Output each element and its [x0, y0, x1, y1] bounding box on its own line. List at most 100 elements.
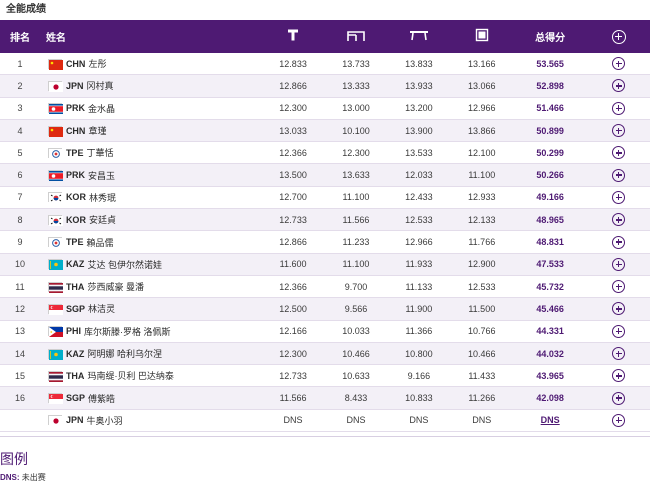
expand-row-button[interactable] — [587, 146, 650, 160]
apparatus-score: 11.133 — [405, 281, 433, 292]
apparatus-score: 11.500 — [468, 303, 496, 314]
athlete-cell: THA 莎西威豪 曼潘 — [40, 280, 262, 293]
athlete-name: 库尔斯滕·罗格 洛佩斯 — [83, 326, 171, 337]
apparatus-score: 10.833 — [405, 393, 433, 404]
expand-row-button[interactable] — [587, 168, 650, 182]
apparatus-score: 9.700 — [344, 281, 368, 292]
apparatus-score: 13.000 — [342, 103, 370, 114]
expand-row-button[interactable] — [587, 213, 650, 227]
athlete-cell: PRK 金水晶 — [40, 102, 262, 115]
apparatus-score: 12.300 — [279, 348, 307, 359]
athlete-name: 章瑾 — [88, 126, 107, 137]
plus-circle-icon — [612, 79, 626, 93]
athlete-name: 左彤 — [88, 59, 107, 70]
apparatus-score: 11.100 — [342, 259, 370, 270]
expand-row-button[interactable] — [587, 369, 650, 383]
expand-row-button[interactable] — [587, 280, 650, 294]
expand-row-button[interactable] — [587, 302, 650, 316]
apparatus-score: 13.500 — [279, 170, 307, 181]
total-score: DNS — [540, 415, 560, 426]
expand-row-button[interactable] — [587, 79, 650, 93]
noc-code: KOR — [65, 192, 86, 203]
total-score: 50.899 — [536, 125, 564, 136]
flag-icon — [47, 125, 63, 137]
athlete-name: 艾达 包伊尔然诺娃 — [87, 259, 162, 270]
apparatus-score: 12.733 — [279, 214, 307, 225]
apparatus-score: 12.533 — [405, 214, 433, 225]
flag-icon — [47, 192, 63, 204]
noc-code: KAZ — [65, 348, 85, 359]
noc-code: PHI — [65, 326, 81, 337]
expand-row-button[interactable] — [587, 190, 650, 204]
apparatus-score: 11.100 — [342, 192, 370, 203]
table-row: 16 SGP 傅紫皓 11.566 8.433 10.833 11.266 42.098 — [0, 387, 650, 410]
apparatus-score: 12.866 — [279, 237, 307, 248]
athlete-name: 賴品儒 — [86, 237, 114, 248]
expand-row-button[interactable] — [587, 324, 650, 338]
expand-row-button[interactable] — [587, 57, 650, 71]
flag-icon — [47, 170, 63, 182]
expand-row-button[interactable] — [587, 347, 650, 360]
apparatus-score: 11.766 — [468, 237, 496, 248]
expand-row-button[interactable] — [587, 413, 650, 427]
header-vault — [262, 28, 325, 45]
table-row: 1 CHN 左彤 12.833 13.733 13.833 13.166 53.565 — [0, 53, 650, 76]
athlete-cell: KOR 林秀珉 — [40, 191, 262, 204]
plus-circle-icon — [612, 369, 626, 383]
noc-code: JPN — [65, 80, 84, 91]
apparatus-score: 13.066 — [468, 80, 496, 91]
plus-circle-icon — [612, 391, 626, 405]
plus-circle-icon — [612, 302, 626, 316]
rank-cell: 14 — [14, 348, 25, 359]
flag-icon — [47, 348, 63, 360]
rank-cell: 9 — [17, 237, 23, 248]
apparatus-score: 13.033 — [279, 125, 307, 136]
rank-cell: 15 — [14, 370, 25, 381]
floor-exercise-icon — [475, 28, 488, 42]
apparatus-score: 12.166 — [279, 326, 307, 337]
expand-row-button[interactable] — [587, 101, 650, 115]
athlete-name: 冈村真 — [86, 81, 114, 92]
athlete-cell: PHI 库尔斯滕·罗格 洛佩斯 — [40, 325, 262, 338]
expand-all-button[interactable] — [587, 29, 650, 44]
athlete-name: 莎西威豪 曼潘 — [87, 282, 144, 293]
table-body: 1 CHN 左彤 12.833 13.733 13.833 13.166 53.565 2 JPN… — [0, 53, 650, 433]
athlete-cell: TPE 丁華恬 — [40, 146, 262, 159]
athlete-cell: KOR 安廷貞 — [40, 213, 262, 226]
apparatus-score: 11.600 — [279, 259, 307, 270]
apparatus-score: 12.700 — [279, 192, 307, 203]
noc-code: SGP — [65, 393, 85, 404]
apparatus-score: 8.433 — [344, 393, 368, 404]
header-rank: 排名 — [9, 33, 30, 44]
total-score: 53.565 — [536, 58, 564, 69]
expand-row-button[interactable] — [587, 235, 650, 249]
apparatus-score: 13.633 — [342, 170, 370, 181]
noc-code: TPE — [65, 147, 84, 158]
athlete-name: 阿明娜 哈利乌尔涅 — [87, 349, 162, 359]
noc-code: THA — [65, 370, 85, 381]
apparatus-score: 12.966 — [468, 103, 496, 114]
athlete-cell: SGP 傅紫皓 — [40, 392, 262, 405]
noc-code: SGP — [65, 303, 85, 314]
rank-cell: 6 — [17, 170, 23, 181]
plus-circle-icon — [612, 257, 626, 271]
rank-cell: 4 — [17, 125, 23, 136]
flag-icon — [47, 58, 63, 70]
apparatus-score: 10.466 — [468, 348, 496, 359]
rank-cell: 13 — [14, 326, 25, 337]
expand-row-button[interactable] — [587, 391, 650, 405]
apparatus-score: 12.500 — [279, 303, 307, 314]
athlete-cell: SGP 林洁灵 — [40, 302, 262, 315]
flag-icon — [47, 326, 63, 338]
apparatus-score: 13.200 — [405, 103, 433, 114]
athlete-cell: JPN 冈村真 — [40, 79, 262, 92]
legend-title: 图例 — [0, 451, 28, 467]
table-row: 13 PHI 库尔斯滕·罗格 洛佩斯 12.166 10.033 11.366 10.766… — [0, 321, 650, 343]
plus-circle-icon — [612, 347, 626, 360]
expand-row-button[interactable] — [587, 257, 650, 271]
noc-code: CHN — [65, 58, 86, 69]
apparatus-score: 9.166 — [407, 370, 431, 381]
expand-row-button[interactable] — [587, 124, 650, 138]
legend-item: DNS: 未出赛 — [0, 472, 46, 483]
athlete-name: 金水晶 — [87, 103, 115, 114]
